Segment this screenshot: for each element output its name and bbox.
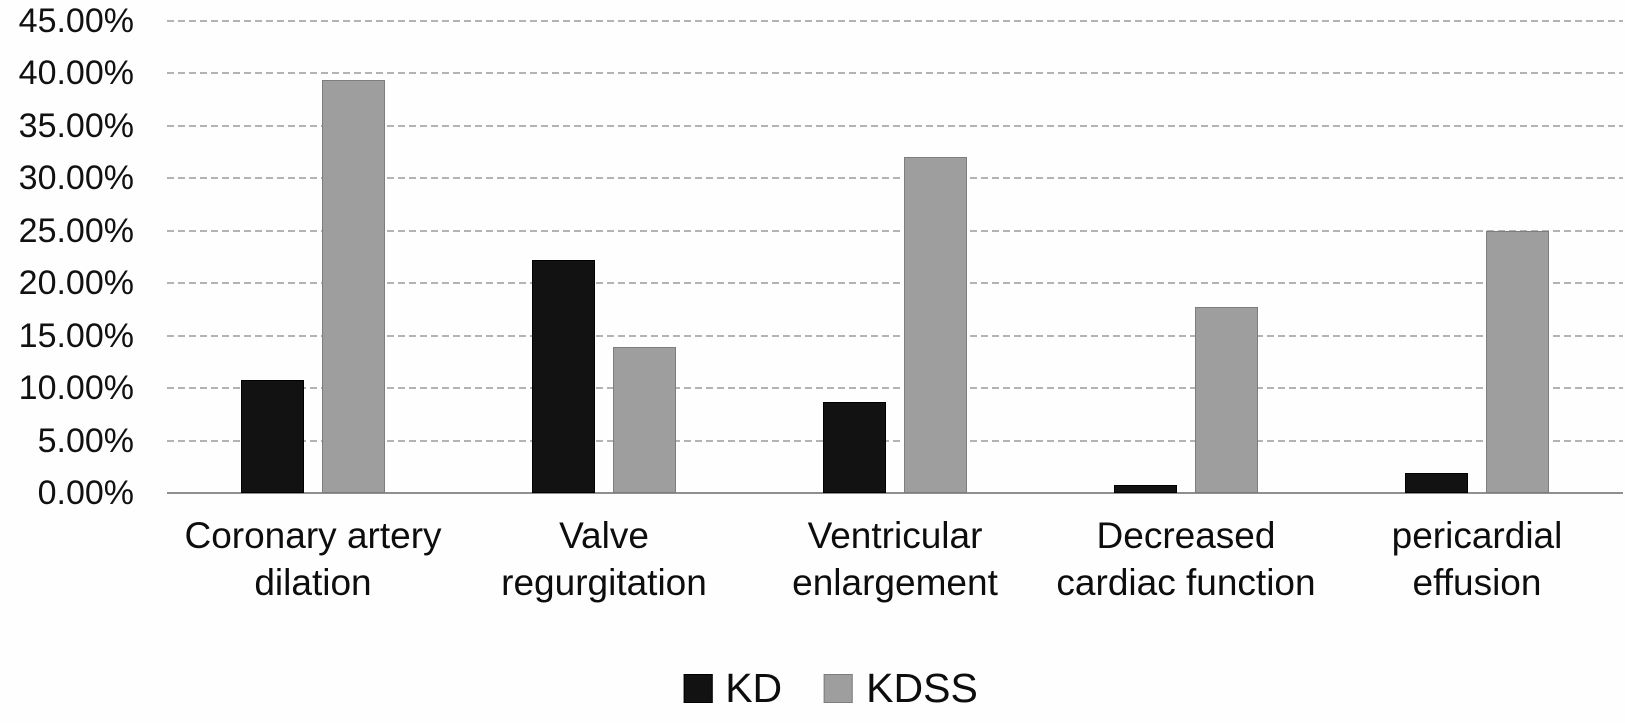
category-label-line: dilation xyxy=(254,562,372,603)
bar-kd-5 xyxy=(1405,473,1468,493)
bar-kd-3 xyxy=(823,402,886,493)
category-label-line: Ventricular xyxy=(807,515,983,556)
legend-swatch-kd xyxy=(683,674,713,703)
category-label-line: cardiac function xyxy=(1056,562,1316,603)
gridline-30 xyxy=(167,177,1623,180)
bar-kd-4 xyxy=(1114,485,1177,493)
y-tick-label-15: 15.00% xyxy=(18,316,134,355)
y-tick-label-5: 5.00% xyxy=(37,421,134,460)
legend-swatch-kdss xyxy=(824,674,854,703)
y-tick-label-10: 10.00% xyxy=(18,369,134,408)
category-label-4: Decreased cardiac function xyxy=(1016,512,1356,606)
category-label-3: Ventricular enlargement xyxy=(725,512,1065,606)
gridline-25 xyxy=(167,229,1623,232)
category-label-5: pericardial effusion xyxy=(1307,512,1625,606)
category-label-line: effusion xyxy=(1412,562,1542,603)
legend-entry-kd: KD xyxy=(683,668,782,709)
gridline-20 xyxy=(167,282,1623,285)
category-label-line: pericardial xyxy=(1391,515,1563,556)
category-label-line: regurgitation xyxy=(501,562,707,603)
gridline-5 xyxy=(167,439,1623,442)
y-tick-label-20: 20.00% xyxy=(18,264,134,303)
y-tick-label-35: 35.00% xyxy=(18,106,134,145)
bar-kdss-4 xyxy=(1195,307,1258,493)
bar-kdss-1 xyxy=(322,80,385,493)
y-tick-label-25: 25.00% xyxy=(18,211,134,250)
gridline-45 xyxy=(167,20,1623,22)
bar-kdss-2 xyxy=(613,347,676,493)
category-label-line: Valve xyxy=(559,515,649,556)
category-label-line: Coronary artery xyxy=(184,515,442,556)
bar-kd-1 xyxy=(241,380,304,493)
category-label-line: Decreased xyxy=(1096,515,1276,556)
y-tick-label-30: 30.00% xyxy=(18,159,134,198)
x-axis-line xyxy=(167,492,1623,494)
legend-label-kdss: KDSS xyxy=(866,665,978,711)
gridline-35 xyxy=(167,124,1623,127)
plot-area: 0.00% 5.00% 10.00% 15.00% 20.00% 25.00% 30.00%… xyxy=(18,2,1623,512)
category-label-1: Coronary artery dilation xyxy=(143,512,483,606)
legend: KD KDSS xyxy=(683,668,978,709)
bar-kd-2 xyxy=(532,260,595,493)
legend-label-kd: KD xyxy=(725,665,783,711)
bar-kdss-3 xyxy=(904,157,967,493)
y-tick-label-45: 45.00% xyxy=(18,2,134,40)
y-tick-label-40: 40.00% xyxy=(18,54,134,93)
category-label-2: Valve regurgitation xyxy=(434,512,774,606)
y-tick-label-0: 0.00% xyxy=(37,474,134,512)
gridline-40 xyxy=(167,72,1623,75)
gridline-15 xyxy=(167,334,1623,337)
legend-entry-kdss: KDSS xyxy=(824,668,978,709)
gridline-10 xyxy=(167,387,1623,390)
category-label-line: enlargement xyxy=(792,562,998,603)
bar-kdss-5 xyxy=(1486,231,1549,493)
